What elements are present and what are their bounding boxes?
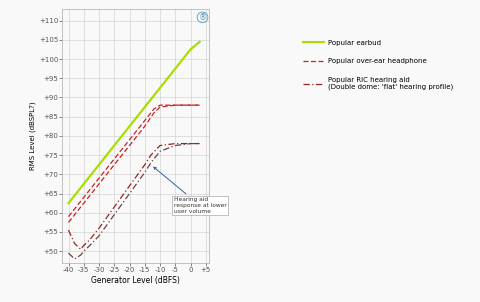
X-axis label: Generator Level (dBFS): Generator Level (dBFS) [91,276,180,285]
Legend: Popular earbud, Popular over-ear headphone, Popular RIC hearing aid
(Double dome: Popular earbud, Popular over-ear headpho… [303,40,453,90]
Y-axis label: RMS Level (dBSPL?): RMS Level (dBSPL?) [30,101,36,170]
Text: Hearing aid
response at lower
user volume: Hearing aid response at lower user volum… [154,167,227,214]
Text: ®: ® [198,13,207,22]
